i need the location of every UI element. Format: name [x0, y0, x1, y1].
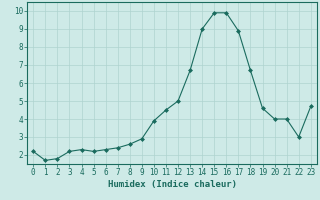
X-axis label: Humidex (Indice chaleur): Humidex (Indice chaleur)	[108, 180, 236, 189]
